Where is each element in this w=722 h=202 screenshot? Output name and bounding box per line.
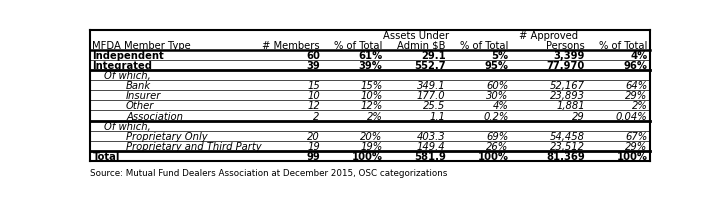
Text: Of which,: Of which, (104, 71, 150, 81)
Text: 77,970: 77,970 (547, 61, 585, 71)
Text: 54,458: 54,458 (549, 131, 585, 141)
Text: 25.5: 25.5 (423, 101, 445, 111)
Text: 100%: 100% (352, 151, 383, 161)
Text: 60: 60 (306, 51, 320, 61)
Text: Independent: Independent (92, 51, 164, 61)
Text: % of Total: % of Total (599, 41, 648, 50)
Text: # Members: # Members (262, 41, 320, 50)
Text: Assets Under: Assets Under (383, 31, 449, 40)
Text: 60%: 60% (486, 81, 508, 91)
Text: 67%: 67% (625, 131, 648, 141)
Text: 81,369: 81,369 (546, 151, 585, 161)
Text: % of Total: % of Total (334, 41, 383, 50)
Text: Persons: Persons (546, 41, 585, 50)
Text: # Approved: # Approved (519, 31, 578, 40)
Text: Proprietary Only: Proprietary Only (126, 131, 208, 141)
Text: 29.1: 29.1 (421, 51, 445, 61)
Text: Bank: Bank (126, 81, 151, 91)
Text: 177.0: 177.0 (417, 91, 445, 101)
Text: 403.3: 403.3 (417, 131, 445, 141)
Text: 12%: 12% (360, 101, 383, 111)
Text: 10%: 10% (360, 91, 383, 101)
Text: 4%: 4% (492, 101, 508, 111)
Text: 69%: 69% (486, 131, 508, 141)
Text: 29%: 29% (625, 91, 648, 101)
Text: Integrated: Integrated (92, 61, 152, 71)
Text: 99: 99 (306, 151, 320, 161)
Text: 23,893: 23,893 (549, 91, 585, 101)
Text: 349.1: 349.1 (417, 81, 445, 91)
Text: 0.04%: 0.04% (616, 111, 648, 121)
Text: 1,881: 1,881 (556, 101, 585, 111)
Text: 15%: 15% (360, 81, 383, 91)
Text: Source: Mutual Fund Dealers Association at December 2015, OSC categorizations: Source: Mutual Fund Dealers Association … (90, 168, 448, 177)
Text: 3,399: 3,399 (553, 51, 585, 61)
Text: 5%: 5% (492, 51, 508, 61)
Text: 29: 29 (572, 111, 585, 121)
Text: 581.9: 581.9 (414, 151, 445, 161)
Text: 39: 39 (306, 61, 320, 71)
Text: 20%: 20% (360, 131, 383, 141)
Text: 0.2%: 0.2% (483, 111, 508, 121)
Text: 20: 20 (307, 131, 320, 141)
Text: Proprietary and Third Party: Proprietary and Third Party (126, 141, 261, 151)
Text: 100%: 100% (477, 151, 508, 161)
Text: 96%: 96% (624, 61, 648, 71)
Text: 61%: 61% (358, 51, 383, 61)
Text: 23,512: 23,512 (549, 141, 585, 151)
Text: 15: 15 (307, 81, 320, 91)
Text: 2%: 2% (632, 101, 648, 111)
Text: 4%: 4% (630, 51, 648, 61)
Text: 552.7: 552.7 (414, 61, 445, 71)
Text: 100%: 100% (617, 151, 648, 161)
Text: 52,167: 52,167 (549, 81, 585, 91)
Text: Association: Association (126, 111, 183, 121)
Text: Insurer: Insurer (126, 91, 162, 101)
Text: 26%: 26% (486, 141, 508, 151)
Text: 30%: 30% (486, 91, 508, 101)
Text: 1.1: 1.1 (430, 111, 445, 121)
Text: 2%: 2% (367, 111, 383, 121)
Text: Of which,: Of which, (104, 121, 150, 131)
Text: % of Total: % of Total (460, 41, 508, 50)
Text: 39%: 39% (359, 61, 383, 71)
Text: 64%: 64% (625, 81, 648, 91)
Text: 12: 12 (307, 101, 320, 111)
Text: MFDA Member Type: MFDA Member Type (92, 41, 191, 50)
Text: Admin $B: Admin $B (397, 41, 445, 50)
Text: 95%: 95% (484, 61, 508, 71)
Text: 19: 19 (307, 141, 320, 151)
Text: 29%: 29% (625, 141, 648, 151)
Text: Total: Total (92, 151, 120, 161)
Text: Other: Other (126, 101, 155, 111)
Text: 2: 2 (313, 111, 320, 121)
Text: 149.4: 149.4 (417, 141, 445, 151)
Text: 19%: 19% (360, 141, 383, 151)
Text: 10: 10 (307, 91, 320, 101)
